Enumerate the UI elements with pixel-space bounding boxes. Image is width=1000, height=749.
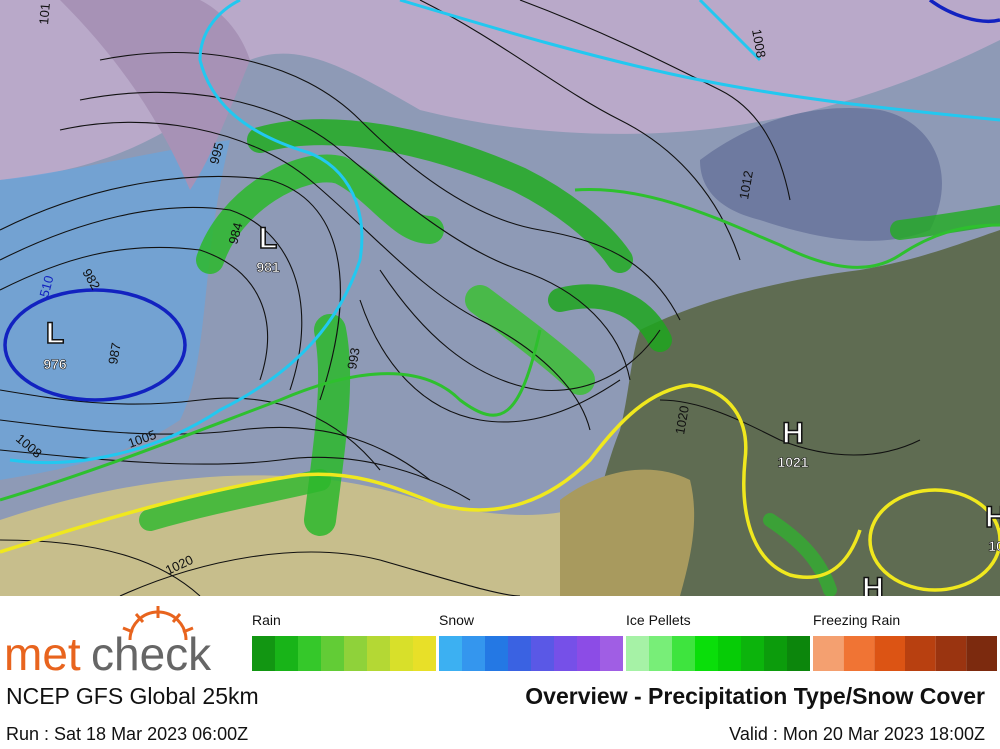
isobar-label: 995	[206, 141, 226, 166]
legend-swatch	[577, 636, 600, 671]
legend-swatch	[718, 636, 741, 671]
isobar-label: 1012	[736, 169, 756, 200]
legend-swatch	[462, 636, 485, 671]
isobar-1020	[0, 383, 862, 579]
legend-swatch	[554, 636, 577, 671]
isobars	[0, 0, 921, 597]
legend-label: Rain	[252, 612, 281, 628]
legend-swatch	[390, 636, 413, 671]
isobars-1008	[9, 0, 1000, 465]
isobar-low	[3, 288, 187, 402]
legend-swatch	[531, 636, 554, 671]
legend-label: Freezing Rain	[813, 612, 900, 628]
legend-swatch	[439, 636, 462, 671]
legend-swatch	[321, 636, 344, 671]
footer-background	[0, 596, 1000, 749]
legend-swatch	[298, 636, 321, 671]
legend-swatch	[275, 636, 298, 671]
legend-swatch	[413, 636, 436, 671]
isobar-1016-south	[0, 329, 542, 502]
model-name: NCEP GFS Global 25km	[6, 683, 259, 709]
pressure-value: 1021	[777, 454, 808, 470]
isobar-label: 101	[36, 2, 53, 25]
legend-swatch	[672, 636, 695, 671]
legend-swatch	[813, 636, 844, 671]
precipitation	[139, 119, 1000, 597]
isobar-label: 987	[105, 342, 124, 366]
legend-swatch	[508, 636, 531, 671]
pressure-value: 10	[988, 538, 1000, 554]
legend-swatch	[935, 636, 967, 671]
run-time: Run : Sat 18 Mar 2023 06:00Z	[6, 724, 248, 744]
pressure-center: H	[985, 501, 1000, 534]
isobar-label: 1020	[672, 404, 692, 435]
legend-swatch	[905, 636, 936, 671]
legend-swatch	[695, 636, 718, 671]
footer: met check NCEP GFS Global 25km Overview …	[0, 596, 1000, 749]
legend-swatch	[600, 636, 623, 671]
logo-sun	[122, 606, 194, 641]
isobar-label: 984	[225, 221, 245, 246]
valid-time: Valid : Mon 20 Mar 2023 18:00Z	[729, 724, 985, 744]
legend-swatch	[649, 636, 672, 671]
pressure-value: 976	[43, 356, 67, 372]
isobar-label: 510	[36, 274, 56, 299]
isobar-label: 993	[344, 347, 363, 371]
legend-swatch	[764, 636, 787, 671]
iberia-land	[560, 469, 695, 596]
legend-swatch	[741, 636, 764, 671]
legend-swatch	[344, 636, 367, 671]
legend-swatch	[485, 636, 508, 671]
legend-swatch	[787, 636, 810, 671]
isobar-1016	[574, 188, 1000, 269]
brand-met: met	[4, 628, 81, 680]
legend-label: Snow	[439, 612, 475, 628]
legend-swatch	[966, 636, 997, 671]
polar-region	[0, 0, 1000, 180]
pressure-center: H	[782, 417, 804, 450]
legend: Rain Snow Ice Pellets Freezing Rain	[252, 612, 997, 671]
isobar-label: 1008	[749, 28, 769, 59]
legend-swatch	[874, 636, 905, 671]
chart-title: Overview - Precipitation Type/Snow Cover	[525, 683, 985, 709]
scandinavia-land	[700, 108, 942, 241]
legend-swatch	[626, 636, 649, 671]
brand-check: check	[91, 628, 212, 680]
isobar-low-north	[928, 0, 1000, 23]
legend-label: Ice Pellets	[626, 612, 691, 628]
legend-swatch	[252, 636, 275, 671]
legend-swatch	[843, 636, 875, 671]
legend-swatch	[367, 636, 390, 671]
weather-map: L 981 L 976 H 1021 H 10 H 995 984 982 98…	[0, 0, 1000, 606]
pressure-value: 981	[256, 259, 280, 275]
isobar-1020-east	[868, 488, 1000, 592]
pressure-center: L	[259, 222, 277, 255]
pressure-center: L	[46, 317, 64, 350]
